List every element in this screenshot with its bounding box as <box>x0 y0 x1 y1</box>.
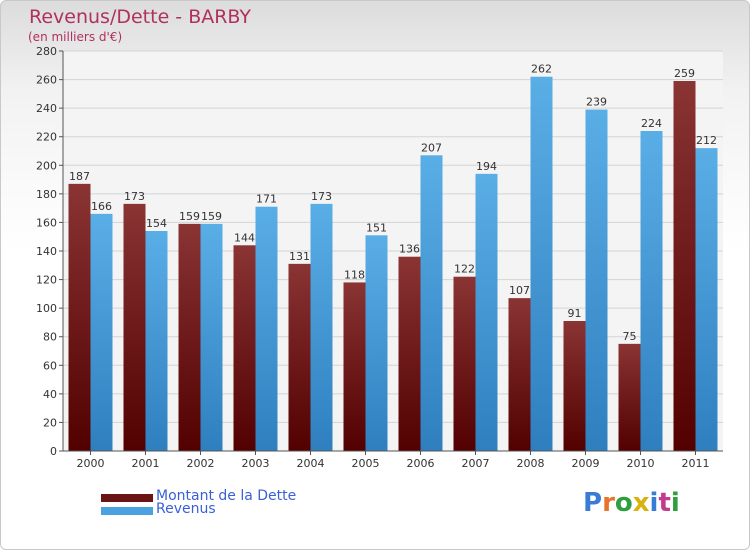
x-tick-label: 2005 <box>352 457 380 470</box>
legend-swatch-debt <box>101 494 153 502</box>
y-tick-label: 200 <box>36 159 57 172</box>
data-label-dette: 259 <box>674 67 695 80</box>
data-label-dette: 122 <box>454 263 475 276</box>
data-label-revenus: 166 <box>91 200 112 213</box>
x-tick-label: 2007 <box>462 457 490 470</box>
x-tick-label: 2008 <box>517 457 545 470</box>
y-tick-label: 260 <box>36 74 57 87</box>
data-label-dette: 118 <box>344 268 365 281</box>
logo-letter: i <box>670 488 680 518</box>
data-label-revenus: 159 <box>201 210 222 223</box>
y-tick-label: 100 <box>36 302 57 315</box>
bar-dette <box>178 223 201 451</box>
x-tick-label: 2001 <box>132 457 160 470</box>
logo-letter: x <box>632 488 650 518</box>
y-tick-label: 140 <box>36 245 57 258</box>
bar-dette <box>563 321 586 451</box>
data-label-revenus: 212 <box>696 134 717 147</box>
chart-title: Revenus/Dette - BARBY <box>29 6 252 28</box>
y-tick-label: 0 <box>50 445 57 458</box>
data-label-revenus: 171 <box>256 193 277 206</box>
y-tick-label: 180 <box>36 188 57 201</box>
bar-revenus <box>90 213 113 451</box>
x-tick-label: 2000 <box>77 457 105 470</box>
bar-dette <box>508 298 531 451</box>
data-label-revenus: 173 <box>311 190 332 203</box>
y-tick-label: 160 <box>36 216 57 229</box>
data-label-revenus: 151 <box>366 221 387 234</box>
x-tick-label: 2006 <box>407 457 435 470</box>
y-tick-label: 220 <box>36 131 57 144</box>
x-tick-label: 2003 <box>242 457 270 470</box>
data-label-dette: 144 <box>234 231 255 244</box>
legend-label-debt: Montant de la Dette <box>156 488 297 504</box>
data-label-revenus: 239 <box>586 96 607 109</box>
proxiti-logo: Proxiti <box>583 488 680 518</box>
data-label-dette: 131 <box>289 250 310 263</box>
logo-letter: o <box>614 488 633 518</box>
data-label-dette: 107 <box>509 284 530 297</box>
bar-revenus <box>585 109 608 452</box>
data-label-dette: 136 <box>399 243 420 256</box>
bar-dette <box>343 282 366 451</box>
bar-revenus <box>255 206 278 451</box>
bar-revenus <box>640 131 663 451</box>
y-tick-label: 60 <box>43 359 57 372</box>
y-tick-label: 80 <box>43 331 57 344</box>
data-label-revenus: 262 <box>531 63 552 76</box>
logo-letter: r <box>602 488 615 518</box>
bar-revenus <box>365 235 388 451</box>
data-label-dette: 187 <box>69 170 90 183</box>
chart-subtitle: (en milliers d'€) <box>28 30 123 44</box>
x-tick-label: 2002 <box>187 457 215 470</box>
x-tick-label: 2004 <box>297 457 325 470</box>
y-tick-label: 120 <box>36 274 57 287</box>
data-label-dette: 91 <box>568 307 582 320</box>
bar-revenus <box>475 173 498 451</box>
x-tick-label: 2011 <box>682 457 710 470</box>
bar-revenus <box>145 231 168 451</box>
bar-revenus <box>310 203 333 451</box>
bar-dette <box>68 183 91 451</box>
data-label-dette: 173 <box>124 190 145 203</box>
bar-revenus <box>530 76 553 451</box>
bar-revenus <box>420 155 443 452</box>
data-label-dette: 75 <box>623 330 637 343</box>
bar-dette <box>288 263 311 451</box>
logo-letter: P <box>583 488 603 518</box>
y-tick-label: 280 <box>36 45 57 58</box>
legend-label-revenus: Revenus <box>156 501 216 517</box>
legend-swatch-revenus <box>101 507 153 515</box>
x-tick-label: 2009 <box>572 457 600 470</box>
data-label-revenus: 194 <box>476 160 497 173</box>
data-label-dette: 159 <box>179 210 200 223</box>
logo-letter: i <box>649 488 659 518</box>
bar-revenus <box>695 148 718 451</box>
data-label-revenus: 154 <box>146 217 167 230</box>
bar-dette <box>453 276 476 451</box>
bar-dette <box>673 81 696 451</box>
y-tick-label: 240 <box>36 102 57 115</box>
bar-dette <box>398 256 421 451</box>
bar-dette <box>233 245 256 451</box>
bar-dette <box>618 343 641 451</box>
data-label-revenus: 207 <box>421 141 442 154</box>
bar-dette <box>123 203 146 451</box>
bar-revenus <box>200 223 223 451</box>
x-tick-label: 2010 <box>627 457 655 470</box>
logo-letter: t <box>658 488 671 518</box>
y-tick-label: 40 <box>43 388 57 401</box>
y-tick-label: 20 <box>43 416 57 429</box>
data-label-revenus: 224 <box>641 117 662 130</box>
